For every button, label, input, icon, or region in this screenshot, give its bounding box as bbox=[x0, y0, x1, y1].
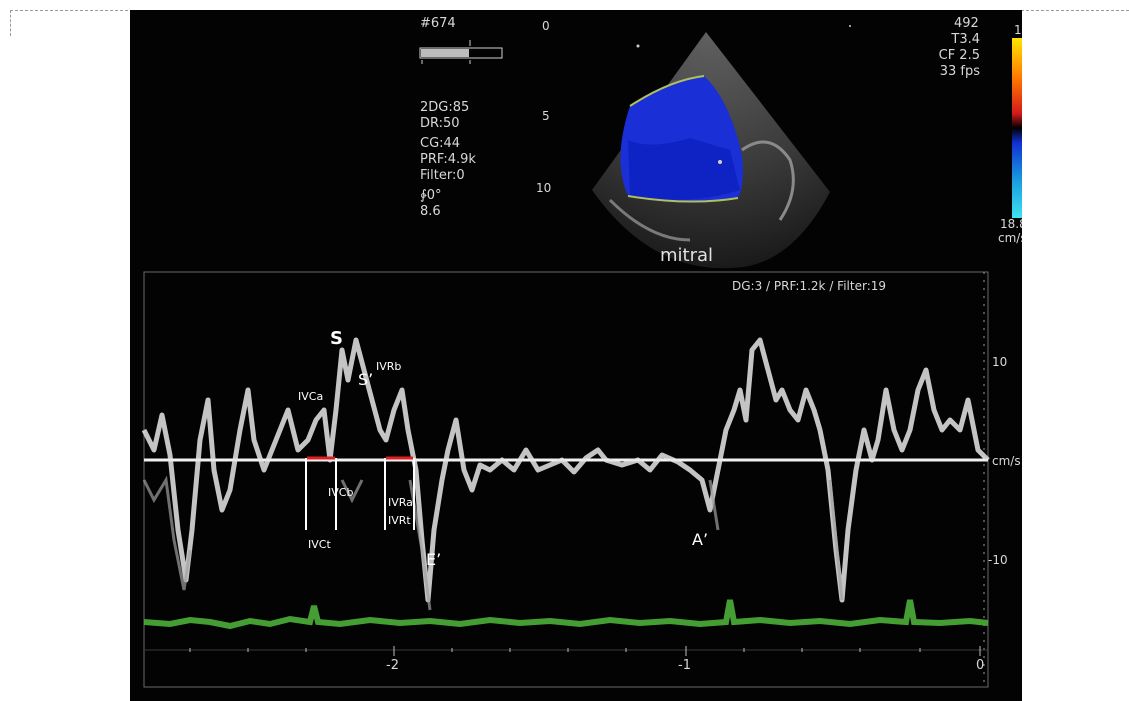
param-dr: DR:50 bbox=[420, 116, 460, 131]
echocardiogram-image: #674 0 5 10 492 2DG:85 DR:50 CG:44 PRF:4… bbox=[130, 10, 1022, 701]
color-scale-bottom: 18.8 bbox=[1000, 217, 1022, 231]
label-ivrb: IVRb bbox=[376, 360, 402, 373]
label-ivra: IVRa bbox=[388, 496, 413, 509]
time-axis bbox=[144, 646, 988, 656]
ivr-bracket bbox=[384, 456, 415, 530]
view-label: mitral bbox=[660, 245, 714, 266]
color-scale-top: 18.8 bbox=[1014, 23, 1022, 37]
label-s-prime: S’ bbox=[358, 370, 374, 389]
doppler-frame bbox=[143, 271, 989, 688]
doppler-settings: DG:3 / PRF:1.2k / Filter:19 bbox=[732, 279, 887, 293]
depth-gauge bbox=[419, 40, 503, 64]
x-tick-neg2: -2 bbox=[386, 658, 399, 673]
param-angle: ∲0° bbox=[420, 188, 442, 203]
ecg-trace bbox=[143, 599, 989, 630]
param-fps: 33 fps bbox=[939, 64, 980, 79]
label-a-prime: A’ bbox=[692, 530, 709, 549]
label-s: S bbox=[330, 328, 343, 349]
ivc-bracket bbox=[305, 456, 337, 530]
label-ivcb: IVCb bbox=[328, 486, 354, 499]
param-freq: 8.6 bbox=[420, 204, 441, 219]
param-cg: CG:44 bbox=[420, 136, 461, 151]
depth-mark-5: 5 bbox=[542, 109, 550, 123]
x-tick-neg1: -1 bbox=[678, 658, 691, 673]
color-scale-unit: cm/s bbox=[998, 231, 1022, 245]
param-filter: Filter:0 bbox=[420, 168, 465, 183]
depth-mark-10: 10 bbox=[536, 181, 552, 195]
label-ivct: IVCt bbox=[308, 538, 331, 551]
left-parameters: 2DG:85 DR:50 CG:44 PRF:4.9k Filter:0 ∲0°… bbox=[420, 100, 476, 220]
frame-number: #674 bbox=[420, 16, 456, 31]
param-t: T3.4 bbox=[951, 32, 980, 47]
y-tick-10: 10 bbox=[992, 355, 1008, 369]
y-tick-neg10: -10 bbox=[988, 553, 1008, 567]
depth-mark-0: 0 bbox=[542, 19, 550, 33]
ultrasound-sector bbox=[592, 25, 851, 269]
y-tick-unit: cm/s bbox=[992, 454, 1021, 468]
x-tick-0: 0 bbox=[976, 658, 985, 673]
label-ivca: IVCa bbox=[298, 390, 324, 403]
label-ivrt: IVRt bbox=[388, 514, 411, 527]
param-cf: CF 2.5 bbox=[938, 48, 980, 63]
depth-value: 492 bbox=[954, 16, 979, 31]
param-prf: PRF:4.9k bbox=[420, 152, 476, 167]
right-parameters: T3.4 CF 2.5 33 fps bbox=[939, 32, 980, 80]
echo-graphics bbox=[141, 25, 1022, 688]
color-scale-bar bbox=[1012, 38, 1022, 218]
param-2dg: 2DG:85 bbox=[420, 100, 470, 115]
doppler-waveform bbox=[141, 337, 990, 611]
label-e-prime: E’ bbox=[426, 550, 442, 569]
